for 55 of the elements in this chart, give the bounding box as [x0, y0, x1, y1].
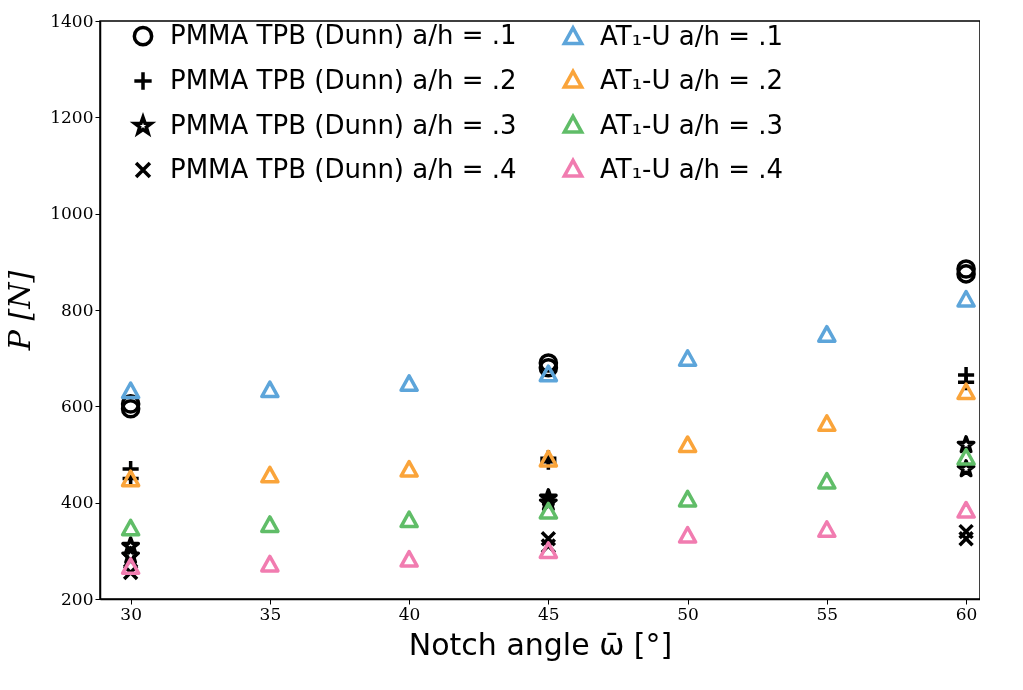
point	[260, 554, 280, 573]
point	[399, 374, 419, 393]
point	[120, 398, 141, 419]
point	[120, 518, 141, 537]
point	[538, 488, 558, 507]
x-tick-label: 60	[955, 603, 978, 624]
y-tick-label: 1000	[50, 203, 94, 224]
point	[538, 541, 559, 560]
x-tick-label: 55	[816, 603, 839, 624]
legend-label: AT₁-U a/h = .3	[600, 110, 784, 140]
y-tick-label: 400	[61, 492, 94, 513]
y-tick-label: 800	[61, 299, 94, 320]
point	[677, 489, 698, 508]
point	[538, 364, 559, 383]
point	[260, 380, 280, 399]
point	[957, 523, 975, 540]
x-tick-label: 40	[398, 603, 421, 624]
legend-label: PMMA TPB (Dunn) a/h = .4	[170, 154, 517, 184]
point	[538, 501, 559, 520]
point	[817, 324, 837, 343]
x-axis-title: Notch angle ω̄ [°]	[408, 626, 673, 662]
point	[677, 348, 698, 368]
point	[399, 549, 419, 568]
point	[956, 500, 976, 519]
legend-label: AT₁-U a/h = .2	[600, 65, 784, 95]
point	[260, 465, 280, 484]
legend-label: PMMA TPB (Dunn) a/h = .1	[170, 20, 517, 51]
legend-label: AT₁-U a/h = .1	[600, 21, 784, 52]
legend-label: AT₁-U a/h = .4	[600, 154, 784, 184]
point	[677, 525, 698, 544]
legend-label: PMMA TPB (Dunn) a/h = .2	[170, 65, 517, 95]
point	[956, 289, 976, 308]
y-axis-title: P [N]	[2, 270, 38, 352]
point	[956, 382, 976, 401]
point	[817, 519, 837, 538]
point	[956, 447, 976, 466]
point	[399, 459, 419, 478]
x-tick-label: 30	[120, 603, 142, 624]
y-tick-label: 1400	[50, 10, 94, 31]
point	[260, 515, 280, 534]
legend-label: PMMA TPB (Dunn) a/h = .3	[170, 110, 517, 140]
y-tick-label: 200	[61, 588, 94, 609]
point	[540, 530, 557, 547]
point	[120, 557, 141, 576]
y-tick-label: 600	[61, 395, 94, 416]
x-tick-label: 35	[259, 603, 282, 624]
x-tick-label: 50	[677, 603, 699, 624]
x-tick-label: 45	[538, 603, 560, 624]
point	[677, 435, 698, 454]
y-tick-label: 1200	[50, 106, 94, 127]
point	[817, 414, 837, 433]
point	[399, 510, 419, 529]
point	[957, 530, 975, 547]
point	[817, 471, 837, 490]
point	[120, 381, 141, 400]
